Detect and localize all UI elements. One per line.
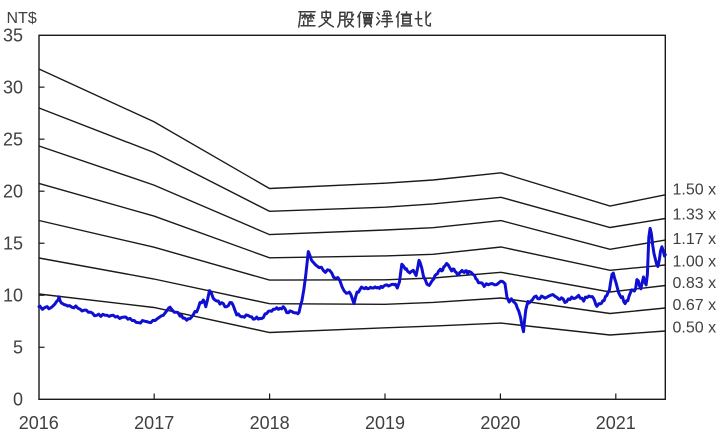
svg-text:1.50 x: 1.50 x [673,181,717,198]
svg-text:25: 25 [3,130,23,150]
svg-text:10: 10 [3,286,23,306]
svg-text:2018: 2018 [250,413,290,433]
svg-text:0.50 x: 0.50 x [673,320,717,337]
svg-text:NT$: NT$ [7,10,37,27]
svg-text:20: 20 [3,182,23,202]
svg-text:0.83 x: 0.83 x [673,275,717,292]
svg-text:15: 15 [3,234,23,254]
svg-text:2021: 2021 [596,413,636,433]
svg-text:2017: 2017 [134,413,174,433]
svg-text:30: 30 [3,78,23,98]
svg-text:2016: 2016 [19,413,59,433]
svg-text:35: 35 [3,26,23,46]
svg-text:1.00 x: 1.00 x [673,254,717,271]
svg-text:1.17 x: 1.17 x [673,231,717,248]
svg-text:0: 0 [13,390,23,410]
svg-text:0.67 x: 0.67 x [673,297,717,314]
svg-text:5: 5 [13,338,23,358]
svg-text:2020: 2020 [480,413,520,433]
svg-text:2019: 2019 [365,413,405,433]
svg-text:1.33 x: 1.33 x [673,207,717,224]
